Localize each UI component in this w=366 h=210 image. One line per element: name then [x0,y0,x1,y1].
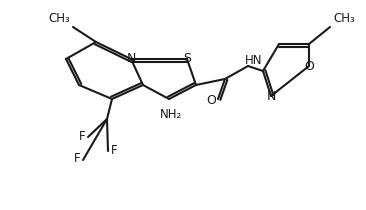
Text: F: F [79,130,85,143]
Text: CH₃: CH₃ [48,13,70,25]
Text: HN: HN [245,55,263,67]
Text: F: F [111,143,117,156]
Text: N: N [266,89,276,102]
Text: NH₂: NH₂ [160,108,182,121]
Text: O: O [206,93,216,106]
Text: S: S [183,52,191,66]
Text: N: N [126,52,136,66]
Text: O: O [304,59,314,72]
Text: F: F [74,152,80,165]
Text: CH₃: CH₃ [333,13,355,25]
